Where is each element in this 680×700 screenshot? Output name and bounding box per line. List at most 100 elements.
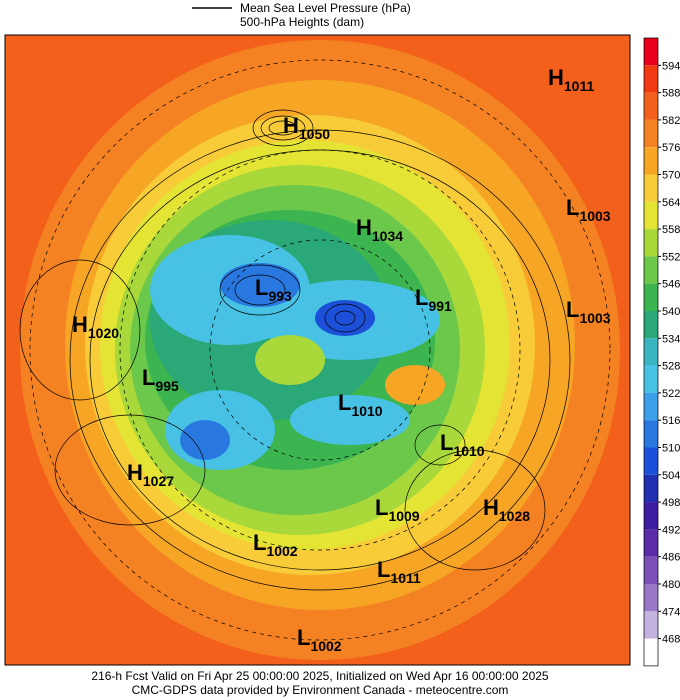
pressure-center: L1003: [566, 297, 611, 326]
colorbar-label: 558: [662, 224, 680, 236]
colorbar-label: 546: [662, 279, 680, 291]
center-type: L: [338, 390, 351, 415]
colorbar-label: 468: [662, 634, 680, 646]
colorbar-label: 564: [662, 197, 680, 209]
colorbar-label: 570: [662, 170, 680, 182]
colorbar-label: 504: [662, 470, 680, 482]
center-value: 1010: [453, 443, 484, 459]
center-value: 1010: [351, 403, 382, 419]
center-type: L: [253, 530, 266, 555]
colorbar-band: [644, 392, 658, 421]
center-value: 1002: [266, 543, 297, 559]
colorbar-band: [644, 611, 658, 639]
pressure-center: L1002: [297, 625, 342, 654]
center-type: L: [255, 275, 268, 300]
pressure-center: L1002: [253, 530, 298, 559]
colorbar-label: 594: [662, 60, 680, 72]
colorbar-band: [644, 638, 658, 666]
center-type: H: [72, 312, 88, 337]
colorbar-band: [644, 174, 658, 202]
map: [4, 34, 631, 666]
colorbar-band: [644, 474, 658, 503]
colorbar-label: 582: [662, 115, 680, 127]
colorbar-band: [644, 338, 658, 366]
colorbar-band: [644, 147, 658, 175]
pressure-center: H1034: [356, 215, 403, 244]
center-value: 995: [155, 378, 179, 394]
pressure-center: L1010: [338, 390, 383, 419]
footer-text: 216-h Fcst Valid on Fri Apr 25 00:00:00 …: [91, 669, 549, 683]
pressure-center: L1011: [377, 557, 421, 586]
center-value: 1011: [390, 570, 421, 586]
center-type: H: [483, 495, 499, 520]
center-type: L: [415, 285, 428, 310]
colorbar-label: 474: [662, 606, 680, 618]
pressure-center: H1011: [548, 65, 594, 94]
colorbar-band: [644, 420, 658, 448]
colorbar-band: [644, 119, 658, 148]
center-value: 993: [268, 288, 292, 304]
center-type: H: [127, 460, 143, 485]
colorbar-band: [644, 365, 658, 393]
pressure-center: L995: [142, 365, 179, 394]
colorbar-label: 588: [662, 88, 680, 100]
colorbar-label: 552: [662, 251, 680, 263]
center-type: H: [356, 215, 372, 240]
center-value: 1011: [564, 78, 595, 94]
center-type: L: [566, 297, 579, 322]
colorbar-band: [644, 65, 658, 93]
center-type: L: [142, 365, 155, 390]
colorbar-label: 516: [662, 415, 680, 427]
colorbar-band: [644, 229, 658, 257]
center-value: 1050: [299, 126, 330, 142]
center-type: H: [548, 65, 564, 90]
pressure-center: L991: [415, 285, 452, 314]
colorbar-band: [644, 447, 658, 475]
colorbar-band: [644, 201, 658, 230]
colorbar-band: [644, 529, 658, 557]
pressure-center: H1027: [127, 460, 174, 489]
center-type: L: [566, 195, 579, 220]
center-value: 1020: [88, 325, 119, 341]
colorbar-label: 522: [662, 388, 680, 400]
colorbar-label: 486: [662, 552, 680, 564]
pressure-center: H1050: [283, 113, 330, 142]
colorbar-label: 540: [662, 306, 680, 318]
legend-text: Mean Sea Level Pressure (hPa): [240, 1, 411, 15]
center-type: L: [377, 557, 390, 582]
colorbar-label: 576: [662, 142, 680, 154]
center-value: 1002: [310, 638, 341, 654]
center-type: L: [440, 430, 453, 455]
colorbar-band: [644, 584, 658, 612]
colorbar-band: [644, 92, 658, 120]
center-value: 991: [428, 298, 452, 314]
colorbar-label: 498: [662, 497, 680, 509]
colorbar-band: [644, 256, 658, 284]
colorbar-band: [644, 38, 658, 66]
pressure-center: H1028: [483, 495, 530, 524]
colorbar-label: 492: [662, 524, 680, 536]
pressure-center: L1010: [440, 430, 485, 459]
colorbar-frame: [643, 37, 659, 667]
center-value: 1009: [388, 508, 419, 524]
colorbar-band: [644, 311, 658, 339]
center-value: 1028: [499, 508, 530, 524]
colorbar-band: [644, 502, 658, 530]
legend-text: 500-hPa Heights (dam): [240, 15, 364, 29]
center-type: L: [375, 495, 388, 520]
center-value: 1027: [143, 473, 174, 489]
colorbar-band: [644, 283, 658, 311]
center-type: H: [283, 113, 299, 138]
pressure-center: L993: [255, 275, 292, 304]
colorbar-label: 528: [662, 361, 680, 373]
center-value: 1034: [372, 228, 403, 244]
pressure-center: H1020: [72, 312, 119, 341]
colorbar-label: 534: [662, 333, 680, 345]
center-value: 1003: [579, 208, 610, 224]
colorbar-band: [644, 556, 658, 584]
footer-text: CMC-GDPS data provided by Environment Ca…: [132, 683, 509, 697]
colorbar-label: 510: [662, 443, 680, 455]
colorbar-label: 480: [662, 579, 680, 591]
center-type: L: [297, 625, 310, 650]
